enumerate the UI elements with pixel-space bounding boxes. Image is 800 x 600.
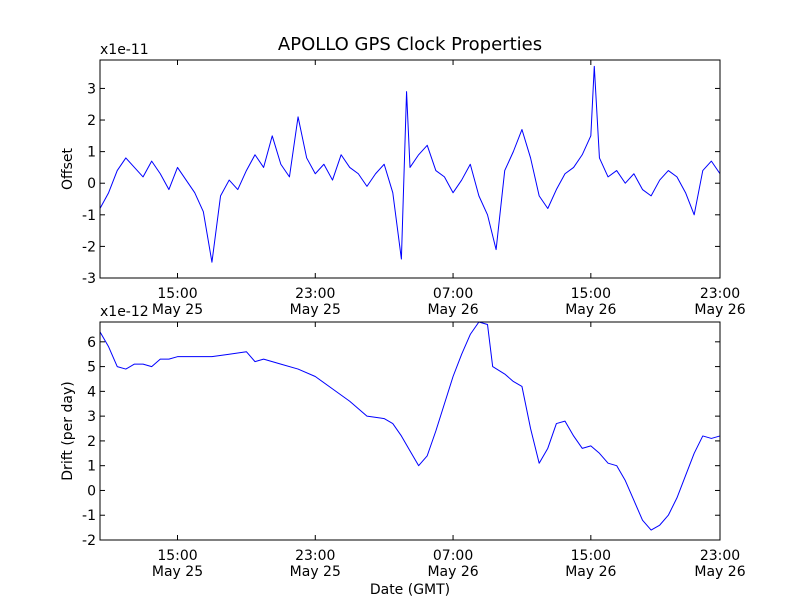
- plot-frame: [99, 321, 721, 541]
- series-line-0: [99, 65, 721, 263]
- y-tick-label: 0: [87, 176, 96, 192]
- x-tick-time-label: 23:00: [295, 548, 335, 564]
- x-tick-time-label: 07:00: [433, 548, 473, 564]
- y-tick-label: -2: [82, 533, 96, 549]
- x-tick-date-label: May 25: [290, 564, 341, 580]
- x-tick-time-label: 23:00: [700, 548, 740, 564]
- y-axis-label: Drift (per day): [60, 381, 76, 480]
- y-exponent-label: x1e-11: [100, 42, 149, 58]
- y-tick-label: 2: [87, 434, 96, 450]
- x-tick-date-label: May 26: [694, 302, 745, 318]
- x-tick-date-label: May 26: [565, 302, 616, 318]
- x-tick-time-label: 07:00: [433, 286, 473, 302]
- y-tick-label: 3: [87, 81, 96, 97]
- chart-title: APOLLO GPS Clock Properties: [278, 34, 542, 55]
- y-tick-label: 2: [87, 113, 96, 129]
- x-tick-date-label: May 25: [152, 564, 203, 580]
- x-tick-time-label: 15:00: [157, 548, 197, 564]
- x-tick-time-label: 15:00: [571, 286, 611, 302]
- x-tick-date-label: May 25: [290, 302, 341, 318]
- plot-frame: [99, 59, 721, 279]
- x-tick-date-label: May 26: [427, 564, 478, 580]
- x-tick-date-label: May 26: [565, 564, 616, 580]
- x-axis-label: Date (GMT): [370, 582, 450, 598]
- x-tick-time-label: 23:00: [700, 286, 740, 302]
- y-axis-label: Offset: [60, 147, 76, 190]
- x-tick-date-label: May 26: [694, 564, 745, 580]
- x-tick-time-label: 15:00: [157, 286, 197, 302]
- x-tick-time-label: 15:00: [571, 548, 611, 564]
- series-line-0: [99, 321, 721, 531]
- y-tick-label: -3: [82, 271, 96, 287]
- y-exponent-label: x1e-12: [100, 304, 149, 320]
- x-tick-time-label: 23:00: [295, 286, 335, 302]
- y-tick-label: 6: [87, 335, 96, 351]
- x-tick-date-label: May 25: [152, 302, 203, 318]
- y-tick-label: 1: [87, 459, 96, 475]
- y-tick-label: 0: [87, 483, 96, 499]
- x-tick-date-label: May 26: [427, 302, 478, 318]
- y-tick-label: 4: [87, 384, 96, 400]
- y-tick-label: 3: [87, 409, 96, 425]
- y-tick-label: -1: [82, 208, 96, 224]
- y-tick-label: -2: [82, 239, 96, 255]
- y-tick-label: 5: [87, 360, 96, 376]
- y-tick-label: 1: [87, 145, 96, 161]
- y-tick-label: -1: [82, 508, 96, 524]
